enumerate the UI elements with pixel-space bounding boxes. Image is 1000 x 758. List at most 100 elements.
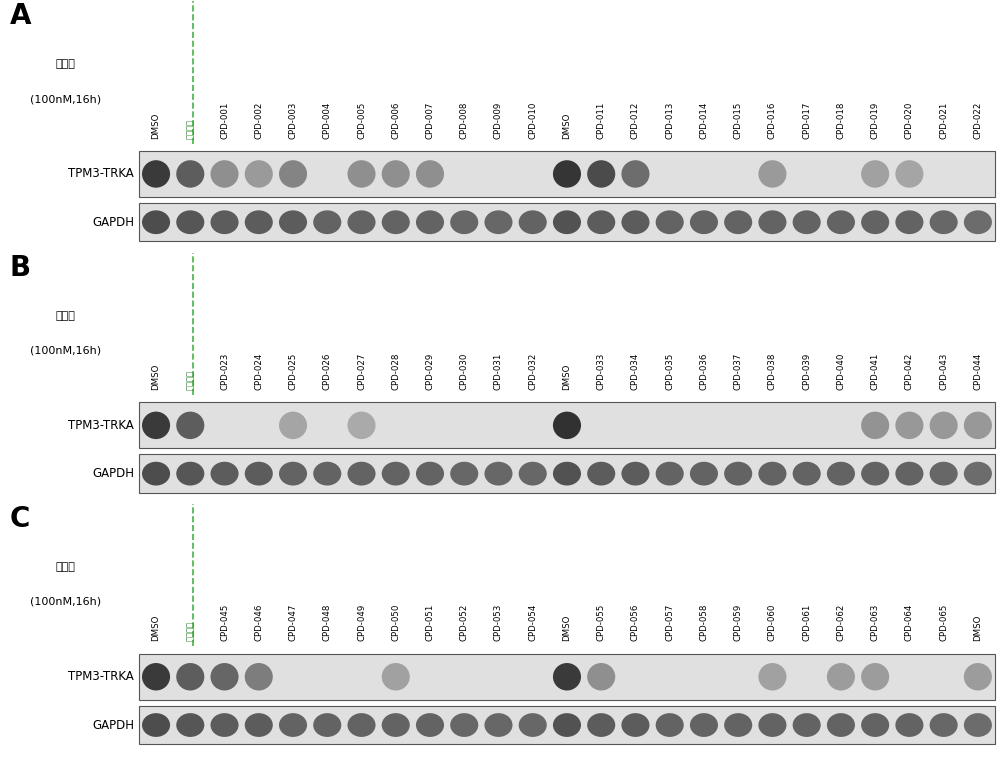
Ellipse shape (416, 160, 444, 188)
Bar (139, 151, 995, 197)
Ellipse shape (210, 663, 239, 691)
Ellipse shape (895, 160, 923, 188)
Ellipse shape (964, 663, 992, 691)
Ellipse shape (861, 160, 889, 188)
Text: CPD-047: CPD-047 (289, 604, 298, 641)
Text: CPD-003: CPD-003 (289, 102, 298, 139)
Text: C: C (10, 506, 30, 534)
Text: CPD-053: CPD-053 (494, 604, 503, 641)
Text: CPD-027: CPD-027 (357, 352, 366, 390)
Ellipse shape (553, 210, 581, 234)
Ellipse shape (587, 663, 615, 691)
Text: A: A (10, 2, 31, 30)
Ellipse shape (930, 412, 958, 439)
Text: CPD-011: CPD-011 (597, 102, 606, 139)
Ellipse shape (245, 663, 273, 691)
Text: CPD-039: CPD-039 (802, 352, 811, 390)
Text: CPD-037: CPD-037 (734, 352, 743, 390)
Text: CPD-018: CPD-018 (836, 102, 845, 139)
Ellipse shape (176, 412, 204, 439)
Ellipse shape (793, 210, 821, 234)
Text: CPD-038: CPD-038 (768, 352, 777, 390)
Text: DMSO: DMSO (973, 615, 982, 641)
Ellipse shape (279, 713, 307, 737)
Ellipse shape (724, 713, 752, 737)
Bar (139, 706, 995, 744)
Ellipse shape (587, 713, 615, 737)
Text: CPD-040: CPD-040 (836, 352, 845, 390)
Text: CPD-029: CPD-029 (425, 352, 434, 390)
Ellipse shape (895, 713, 923, 737)
Ellipse shape (553, 462, 581, 486)
Ellipse shape (553, 663, 581, 691)
Ellipse shape (964, 210, 992, 234)
Ellipse shape (930, 713, 958, 737)
Text: CPD-045: CPD-045 (220, 604, 229, 641)
Text: CPD-025: CPD-025 (289, 352, 298, 390)
Text: CPD-012: CPD-012 (631, 102, 640, 139)
Ellipse shape (519, 210, 547, 234)
Text: CPD-020: CPD-020 (905, 102, 914, 139)
Ellipse shape (758, 462, 786, 486)
Ellipse shape (621, 462, 649, 486)
Ellipse shape (553, 713, 581, 737)
Bar (139, 402, 995, 448)
Text: CPD-057: CPD-057 (665, 604, 674, 641)
Text: CPD-049: CPD-049 (357, 604, 366, 641)
Ellipse shape (142, 663, 170, 691)
Ellipse shape (758, 160, 786, 188)
Text: CPD-023: CPD-023 (220, 352, 229, 390)
Ellipse shape (142, 160, 170, 188)
Text: CPD-021: CPD-021 (939, 102, 948, 139)
Ellipse shape (519, 462, 547, 486)
Ellipse shape (382, 462, 410, 486)
Ellipse shape (416, 210, 444, 234)
Ellipse shape (347, 210, 376, 234)
Text: CPD-043: CPD-043 (939, 352, 948, 390)
Text: CPD-026: CPD-026 (323, 352, 332, 390)
Text: DMSO: DMSO (562, 364, 571, 390)
Ellipse shape (621, 210, 649, 234)
Text: 化合物: 化合物 (55, 311, 75, 321)
Text: CPD-016: CPD-016 (768, 102, 777, 139)
Ellipse shape (930, 210, 958, 234)
Text: GAPDH: GAPDH (92, 216, 134, 229)
Ellipse shape (245, 210, 273, 234)
Bar (139, 654, 995, 700)
Ellipse shape (587, 210, 615, 234)
Text: CPD-042: CPD-042 (905, 352, 914, 390)
Ellipse shape (895, 412, 923, 439)
Text: CPD-048: CPD-048 (323, 604, 332, 641)
Text: 恩曲替尼: 恩曲替尼 (186, 370, 195, 390)
Ellipse shape (347, 160, 376, 188)
Ellipse shape (176, 462, 204, 486)
Ellipse shape (347, 462, 376, 486)
Text: B: B (10, 254, 31, 282)
Ellipse shape (245, 462, 273, 486)
Ellipse shape (347, 412, 376, 439)
Text: CPD-002: CPD-002 (254, 102, 263, 139)
Text: CPD-051: CPD-051 (425, 604, 434, 641)
Ellipse shape (895, 462, 923, 486)
Text: CPD-034: CPD-034 (631, 352, 640, 390)
Text: CPD-014: CPD-014 (699, 102, 708, 139)
Ellipse shape (861, 210, 889, 234)
Ellipse shape (758, 663, 786, 691)
Ellipse shape (964, 713, 992, 737)
Ellipse shape (930, 462, 958, 486)
Text: CPD-007: CPD-007 (425, 102, 434, 139)
Text: CPD-044: CPD-044 (973, 352, 982, 390)
Ellipse shape (142, 412, 170, 439)
Text: CPD-004: CPD-004 (323, 102, 332, 139)
Ellipse shape (450, 462, 478, 486)
Ellipse shape (142, 210, 170, 234)
Ellipse shape (347, 713, 376, 737)
Ellipse shape (587, 160, 615, 188)
Ellipse shape (382, 210, 410, 234)
Ellipse shape (827, 713, 855, 737)
Ellipse shape (861, 663, 889, 691)
Text: 化合物: 化合物 (55, 59, 75, 70)
Text: CPD-032: CPD-032 (528, 352, 537, 390)
Ellipse shape (382, 663, 410, 691)
Ellipse shape (382, 713, 410, 737)
